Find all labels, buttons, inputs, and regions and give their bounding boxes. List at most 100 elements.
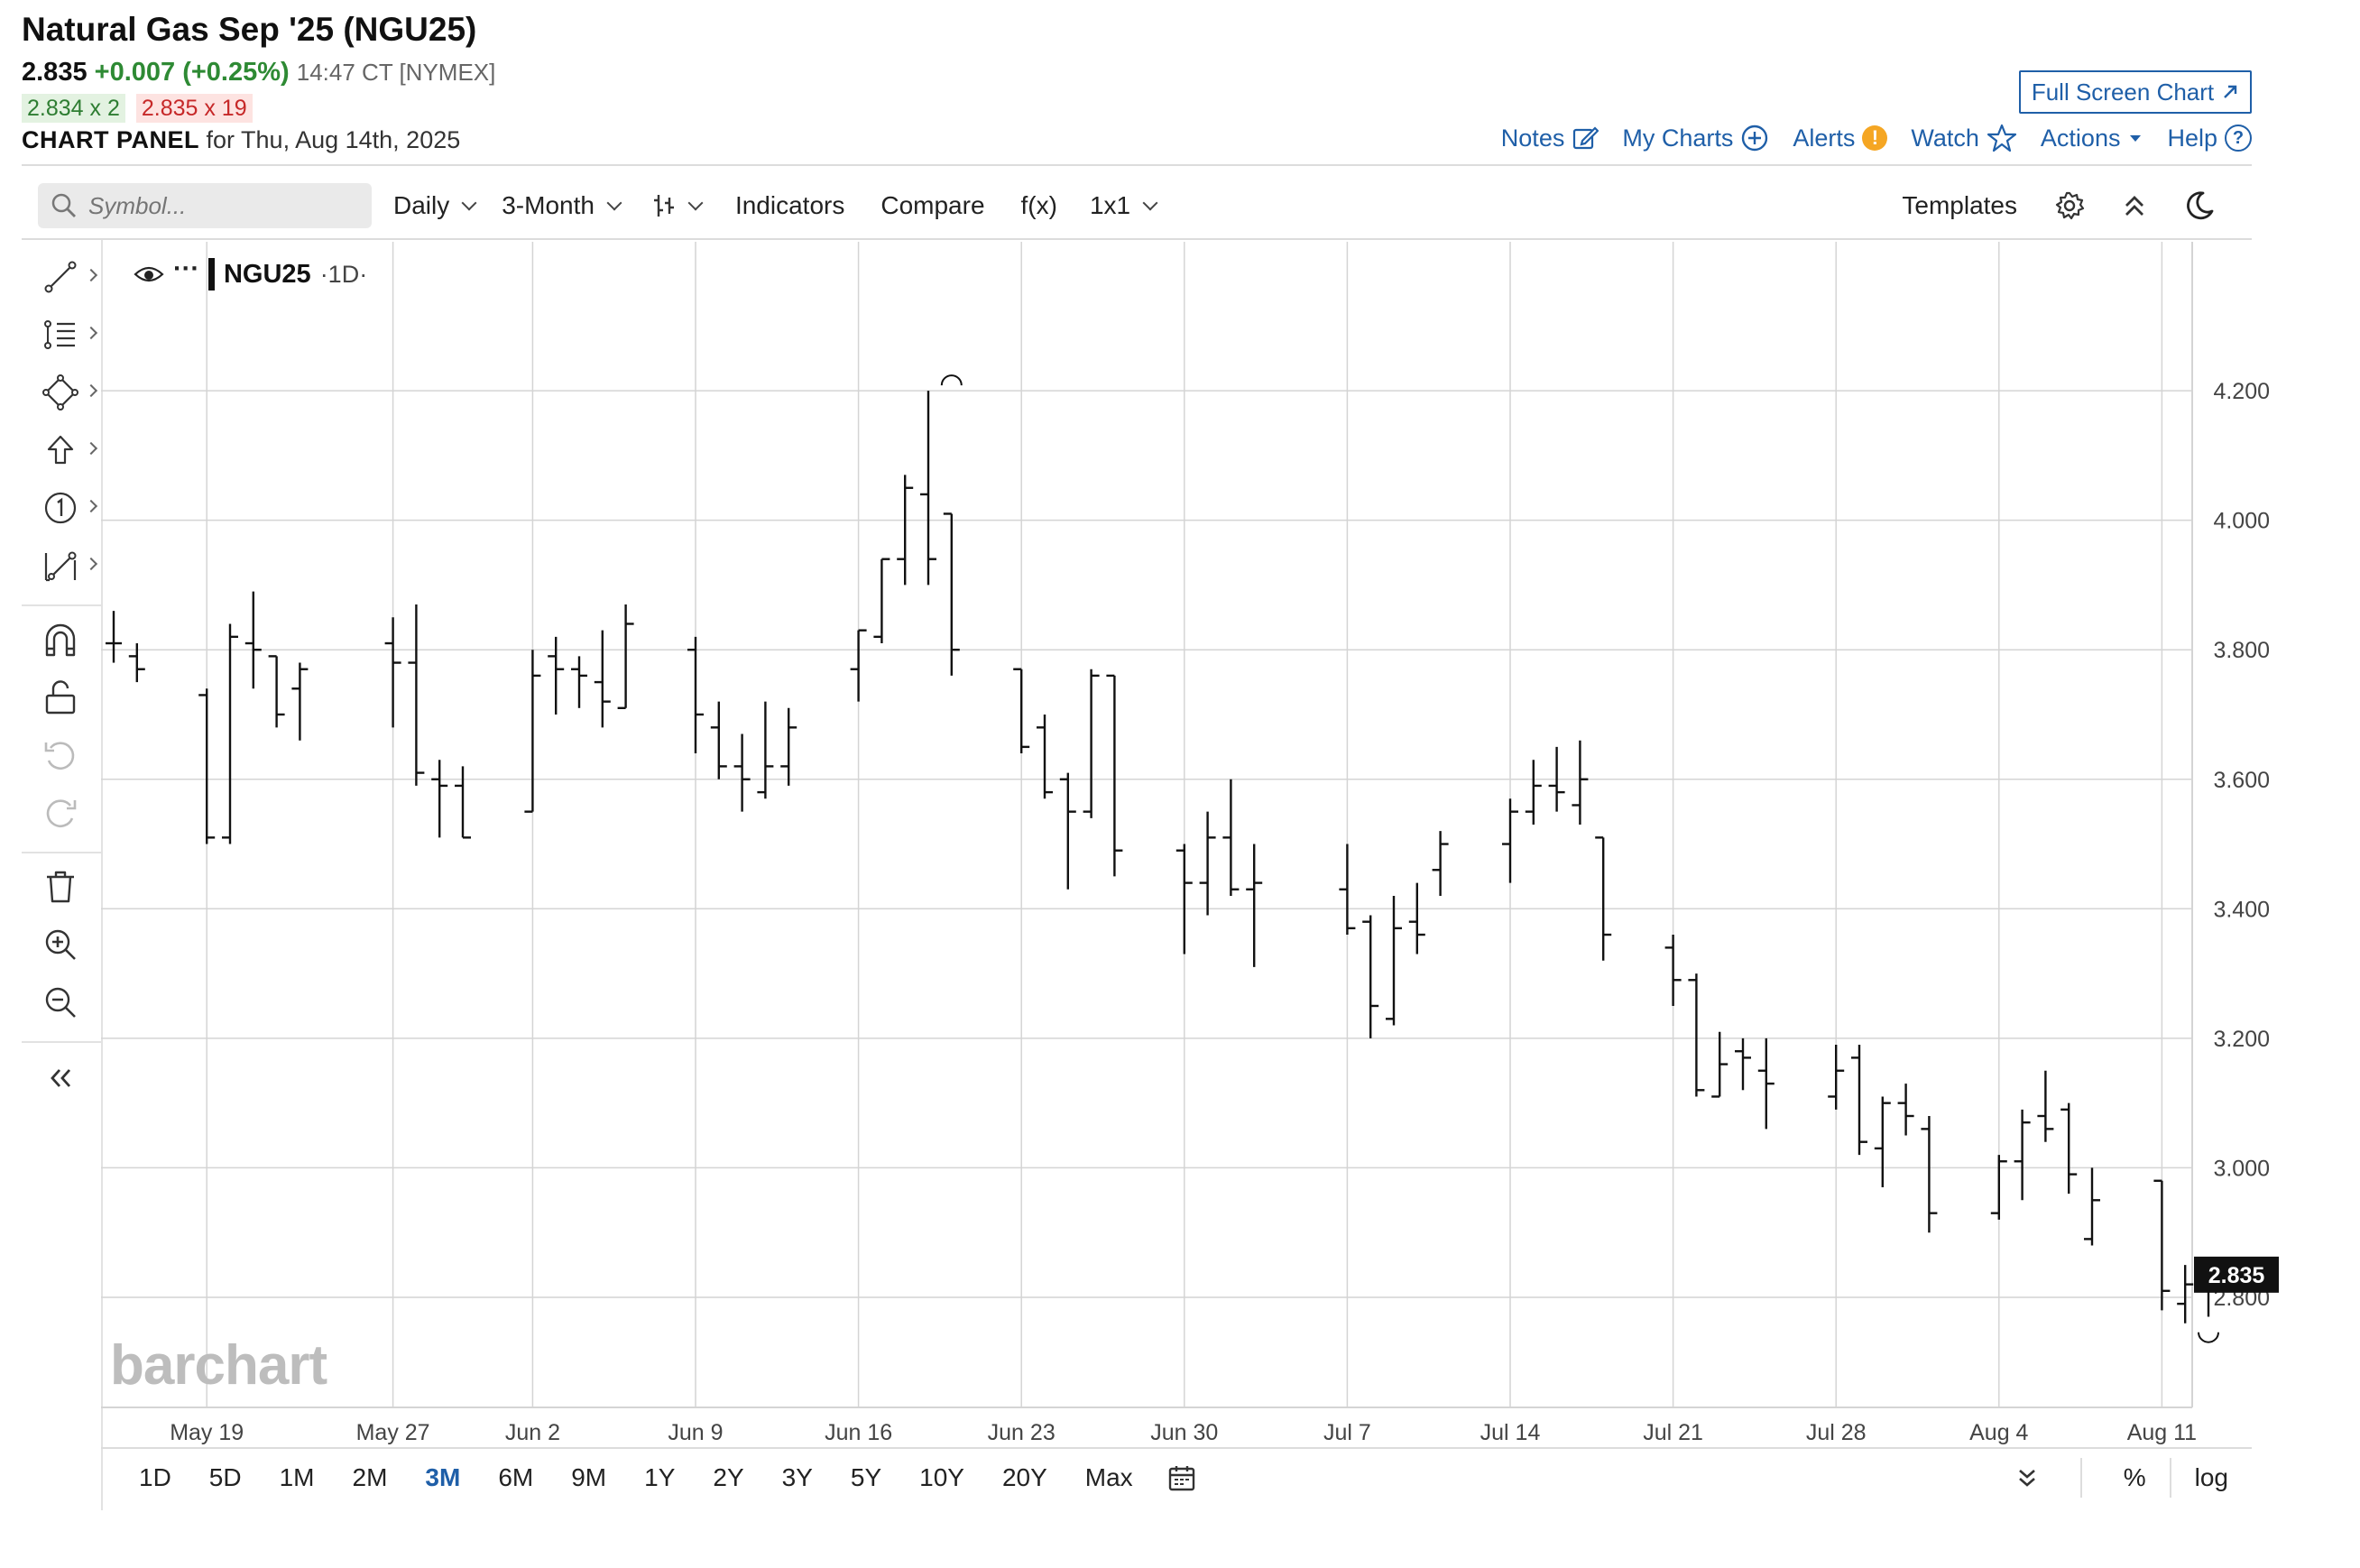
trash-icon	[47, 871, 74, 903]
symbol-search[interactable]	[38, 183, 372, 228]
x-tick-label: May 19	[170, 1420, 244, 1445]
alerts-link[interactable]: Alerts !	[1793, 125, 1888, 152]
ohlc-bar	[571, 656, 587, 708]
caret-down-icon	[2130, 135, 2142, 142]
x-tick-label: Jun 16	[825, 1420, 892, 1445]
full-screen-chart-button[interactable]: Full Screen Chart	[2019, 70, 2252, 114]
ohlc-bar	[268, 655, 285, 728]
ohlc-bar	[1432, 831, 1449, 896]
ohlc-bar	[1175, 844, 1193, 955]
interval-dropdown[interactable]: Daily	[393, 191, 477, 220]
x-tick-label: May 27	[356, 1420, 430, 1445]
ohlc-bar	[1851, 1045, 1867, 1156]
my-charts-link[interactable]: My Charts	[1622, 124, 1769, 152]
y-tick-label: 3.600	[2213, 768, 2270, 793]
range-6m[interactable]: 6M	[498, 1463, 534, 1491]
notes-link[interactable]: Notes	[1501, 125, 1599, 152]
pencil-icon	[1573, 126, 1599, 150]
ohlc-bar	[1921, 1116, 1938, 1233]
range-1d[interactable]: 1D	[139, 1463, 171, 1491]
zoom-out-button[interactable]	[38, 980, 83, 1025]
panel-title: CHART PANEL	[22, 126, 199, 153]
double-chevron-left-icon	[51, 1069, 71, 1087]
expand-arrow-icon	[2224, 85, 2237, 98]
y-tick-label: 4.200	[2213, 379, 2270, 404]
shape-tool[interactable]	[38, 370, 98, 415]
fx-button[interactable]: f(x)	[1020, 191, 1057, 219]
double-chevron-down-icon[interactable]	[2015, 1465, 2039, 1490]
range-5y[interactable]: 5Y	[850, 1463, 882, 1491]
ohlc-bar	[408, 604, 425, 786]
layout-label: 1x1	[1089, 191, 1131, 219]
ohlc-bar	[943, 512, 960, 676]
range-3y[interactable]: 3Y	[781, 1463, 813, 1491]
range-5d[interactable]: 5D	[208, 1463, 242, 1491]
range-1y[interactable]: 1Y	[644, 1463, 676, 1491]
eye-icon[interactable]	[134, 263, 164, 285]
measure-tool[interactable]	[38, 543, 98, 588]
period-high-marker	[940, 374, 963, 386]
annotation-tool[interactable]	[38, 485, 98, 530]
last-price-tag: 2.835	[2194, 1256, 2279, 1293]
legend-more-icon[interactable]: ···	[173, 254, 199, 283]
period-dropdown[interactable]: 3-Month	[502, 191, 622, 220]
actions-menu[interactable]: Actions	[2041, 125, 2144, 152]
ohlc-bar	[198, 688, 216, 844]
y-tick-label: 3.200	[2213, 1027, 2270, 1052]
range-2y[interactable]: 2Y	[713, 1463, 744, 1491]
x-tick-label: Jun 2	[505, 1420, 560, 1445]
collapse-tools-button[interactable]	[38, 1056, 83, 1101]
interval-label: Daily	[393, 191, 450, 219]
ohlc-bars-icon	[653, 195, 674, 217]
ohlc-bar	[873, 558, 890, 644]
calendar-icon[interactable]	[1167, 1463, 1196, 1492]
line-tool-icon	[44, 261, 77, 293]
percent-scale-toggle[interactable]: %	[2123, 1463, 2146, 1491]
alert-exclamation-icon: !	[1862, 125, 1888, 151]
zoom-in-button[interactable]	[38, 922, 83, 967]
help-link[interactable]: Help ?	[2167, 125, 2252, 152]
range-10y[interactable]: 10Y	[919, 1463, 964, 1491]
range-1m[interactable]: 1M	[279, 1463, 315, 1491]
x-tick-label: Jul 7	[1323, 1420, 1371, 1445]
x-tick-label: Jun 30	[1150, 1420, 1218, 1445]
range-max[interactable]: Max	[1084, 1463, 1133, 1491]
trend-line-tool[interactable]	[38, 254, 98, 300]
ohlc-bar	[757, 701, 774, 799]
undo-icon	[44, 742, 75, 770]
bid-quote: 2.834 x 2	[22, 94, 125, 123]
range-9m[interactable]: 9M	[571, 1463, 607, 1491]
ohlc-bar	[1222, 779, 1240, 896]
ohlc-bar	[1525, 760, 1542, 825]
arrow-tool[interactable]	[38, 428, 98, 473]
dark-mode-moon-icon[interactable]	[2183, 189, 2216, 222]
compare-button[interactable]: Compare	[880, 191, 985, 219]
range-2m[interactable]: 2M	[352, 1463, 388, 1491]
lock-tool[interactable]	[38, 675, 83, 720]
gear-icon[interactable]	[2053, 189, 2086, 222]
fib-tool[interactable]	[38, 312, 98, 357]
range-3m[interactable]: 3M	[425, 1463, 461, 1491]
symbol-input[interactable]	[87, 190, 361, 221]
ohlc-bars	[106, 391, 2217, 1324]
toolbar-right: Templates	[1902, 180, 2216, 231]
ohlc-bar	[1246, 844, 1263, 967]
indicators-button[interactable]: Indicators	[734, 191, 845, 219]
ohlc-bar	[2060, 1102, 2078, 1194]
tools-separator	[22, 852, 103, 853]
templates-button[interactable]: Templates	[1902, 191, 2017, 219]
layout-dropdown[interactable]: 1x1	[1089, 191, 1158, 220]
zoom-in-icon	[45, 929, 76, 960]
magnet-tool[interactable]	[38, 617, 83, 662]
chart-legend[interactable]: ··· NGU25 ·1D·	[134, 254, 367, 291]
undo-button[interactable]	[38, 733, 83, 778]
redo-button[interactable]	[38, 790, 83, 835]
log-scale-toggle[interactable]: log	[2194, 1463, 2228, 1491]
collapse-up-icon[interactable]	[2122, 191, 2147, 220]
watch-link[interactable]: Watch	[1911, 123, 2017, 153]
delete-drawings-button[interactable]	[38, 864, 83, 909]
range-20y[interactable]: 20Y	[1001, 1463, 1047, 1491]
chart-type-dropdown[interactable]	[652, 192, 704, 219]
